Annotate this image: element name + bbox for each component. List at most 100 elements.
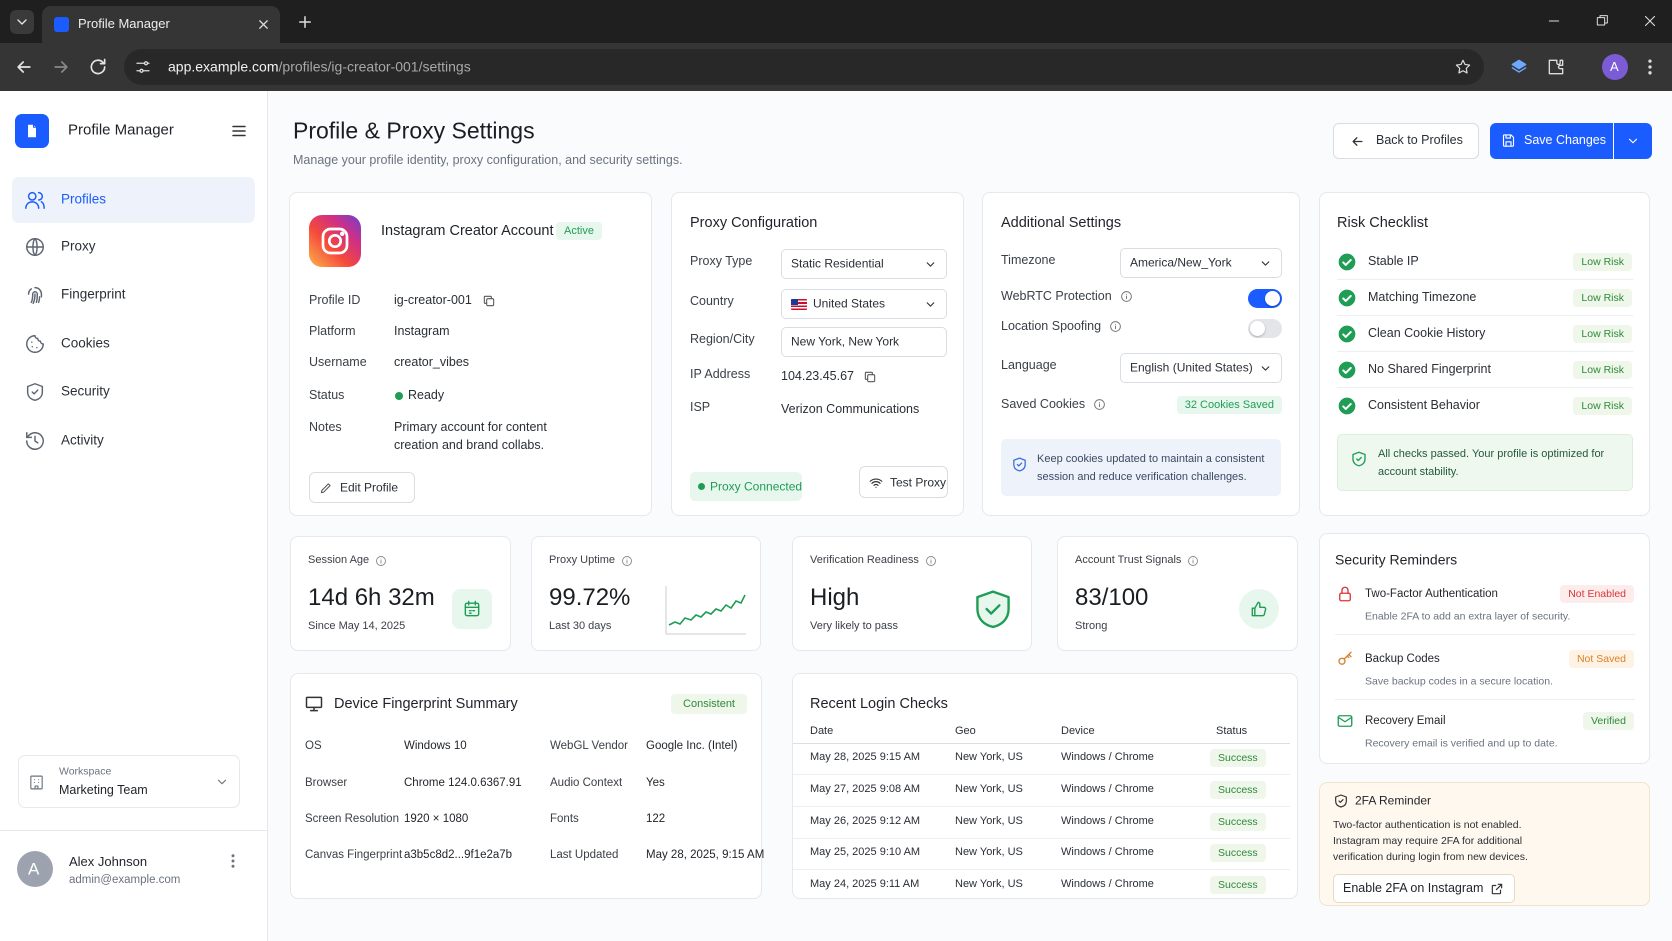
window-restore-part <box>1599 15 1608 24</box>
nav-reload-part <box>99 58 106 65</box>
save-dropdown[interactable] <box>1614 123 1652 159</box>
table-cell: Windows / Chrome <box>1061 751 1154 764</box>
edit-profile-button[interactable]: Edit Profile <box>309 472 415 503</box>
fingerprint-value: May 28, 2025, 9:15 AM <box>646 848 765 861</box>
nav-item[interactable]: Security <box>12 369 255 415</box>
bookmark-star[interactable] <box>1454 58 1472 76</box>
nav-item[interactable]: Profiles <box>12 177 255 223</box>
extensions[interactable] <box>1546 57 1566 77</box>
select-chevron-part <box>1261 366 1270 371</box>
table-cell: May 25, 2025 9:10 AM <box>810 846 921 859</box>
select[interactable]: Static Residential <box>781 249 947 279</box>
user-menu[interactable] <box>224 852 242 870</box>
field-value: 104.23.45.67 <box>781 369 854 384</box>
nav-item[interactable]: Activity <box>12 418 255 464</box>
uptime-sparkline <box>665 586 746 635</box>
workspace-selector[interactable]: Workspace Marketing Team <box>18 755 240 808</box>
select[interactable]: English (United States) <box>1120 353 1282 383</box>
app-logo-icon-part <box>32 123 38 128</box>
extension-icon[interactable] <box>1509 57 1529 77</box>
select[interactable]: United States <box>781 289 947 319</box>
status-badge: Success <box>1210 749 1266 767</box>
tab-title: Profile Manager <box>78 15 170 31</box>
nav-reload-part <box>90 59 106 75</box>
active-tab[interactable]: Profile Manager <box>42 6 280 43</box>
app-logo <box>15 114 49 148</box>
window-close[interactable] <box>1641 12 1659 30</box>
table-cell: May 27, 2025 9:08 AM <box>810 783 921 796</box>
info-icon-part <box>1094 399 1105 410</box>
browser-menu[interactable] <box>1640 57 1660 77</box>
sidebar-toggle[interactable] <box>230 122 248 140</box>
toggle[interactable] <box>1248 319 1282 338</box>
tab-close[interactable] <box>256 17 271 32</box>
text-input[interactable]: New York, New York <box>781 327 947 357</box>
calendar-icon-part <box>464 602 480 617</box>
window-minimize[interactable] <box>1546 13 1562 29</box>
workspace-icon <box>30 775 43 790</box>
field-value: United States <box>813 296 886 311</box>
workspace-icon-part <box>30 775 43 790</box>
window-restore[interactable] <box>1594 13 1610 29</box>
select[interactable]: America/New_York <box>1120 248 1282 278</box>
fingerprint-card: Device Fingerprint Summary Consistent OS Wi… <box>290 673 765 899</box>
twofa-text: Two-factor authentication is not enabled… <box>1333 819 1528 863</box>
field-value: Instagram <box>394 324 450 339</box>
edit-icon-part <box>320 483 331 494</box>
profile-avatar[interactable]: A <box>1602 54 1628 80</box>
nav-item[interactable]: Fingerprint <box>12 272 255 318</box>
shield-icon-part <box>1013 457 1026 472</box>
info-icon <box>1110 321 1121 332</box>
row-divider <box>793 774 1290 775</box>
check-icon-part <box>1338 361 1356 379</box>
fingerprint-value: Yes <box>646 776 665 789</box>
new-tab[interactable] <box>296 13 314 31</box>
row-divider <box>793 838 1290 839</box>
field-label: Language <box>1001 358 1057 373</box>
risk-level-badge: Low Risk <box>1573 325 1632 343</box>
calendar-icon-part <box>464 600 480 614</box>
reminder-icon <box>1337 715 1353 727</box>
risk-level-badge: Low Risk <box>1573 397 1632 415</box>
test-proxy-label: Test Proxy <box>890 475 947 490</box>
metric-sub: Strong <box>1075 620 1108 633</box>
fingerprint-label: Screen Resolution <box>305 812 399 825</box>
flag-canton <box>791 299 798 305</box>
tab-favicon <box>54 17 69 32</box>
copy-button[interactable] <box>863 370 877 384</box>
save-button[interactable]: Save Changes <box>1490 123 1613 159</box>
enable-2fa-label: Enable 2FA on Instagram <box>1343 881 1484 896</box>
nav-reload[interactable] <box>88 57 108 77</box>
site-info-part <box>139 68 144 73</box>
test-proxy-button[interactable]: Test Proxy <box>859 466 948 498</box>
nav-item[interactable]: Proxy <box>12 224 255 270</box>
metric-value: High <box>810 584 860 611</box>
copy-button[interactable] <box>482 294 496 308</box>
field-label: WebRTC Protection <box>1001 289 1112 304</box>
back-button[interactable]: Back to Profiles <box>1333 123 1479 159</box>
enable-2fa-button[interactable]: Enable 2FA on Instagram <box>1333 874 1515 903</box>
profile-status-badge: Active <box>556 222 602 240</box>
field-value: creator_vibes <box>394 355 470 370</box>
toggle[interactable] <box>1248 289 1282 308</box>
nav-icon-part <box>25 201 40 209</box>
nav-item[interactable]: Cookies <box>12 321 255 367</box>
profile-avatar-initial: A <box>1610 58 1619 74</box>
address-bar[interactable]: app.example.com/profiles/ig-creator-001/… <box>124 49 1484 85</box>
nav-back[interactable] <box>14 57 34 77</box>
metric-card: Verification Readiness High Very likely to… <box>792 536 1032 651</box>
select-chevron <box>926 262 935 267</box>
field-value: Static Residential <box>791 256 884 271</box>
nav-forward[interactable] <box>51 57 71 77</box>
metric-label: Account Trust Signals <box>1075 554 1182 567</box>
browser-menu-part <box>1648 59 1652 63</box>
risk-level-badge: Low Risk <box>1573 361 1632 379</box>
reminder-icon <box>1338 651 1352 665</box>
additional-settings-card: Additional Settings Timezone America/New_Y… <box>982 192 1300 516</box>
row-divider <box>1337 315 1633 316</box>
metric-value: 14d 6h 32m <box>308 584 435 611</box>
tab-list-button[interactable] <box>10 10 34 34</box>
check-icon-part <box>1342 366 1352 374</box>
nav-icon-part <box>26 238 44 256</box>
